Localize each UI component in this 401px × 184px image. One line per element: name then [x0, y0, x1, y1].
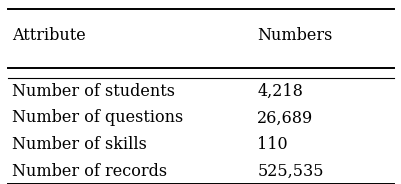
- Text: Number of records: Number of records: [12, 163, 167, 180]
- Text: Attribute: Attribute: [12, 27, 85, 45]
- Text: Number of skills: Number of skills: [12, 136, 147, 153]
- Text: Numbers: Numbers: [257, 27, 332, 45]
- Text: 110: 110: [257, 136, 287, 153]
- Text: Number of students: Number of students: [12, 83, 174, 100]
- Text: 525,535: 525,535: [257, 163, 323, 180]
- Text: 26,689: 26,689: [257, 109, 313, 126]
- Text: Number of questions: Number of questions: [12, 109, 183, 126]
- Text: 4,218: 4,218: [257, 83, 302, 100]
